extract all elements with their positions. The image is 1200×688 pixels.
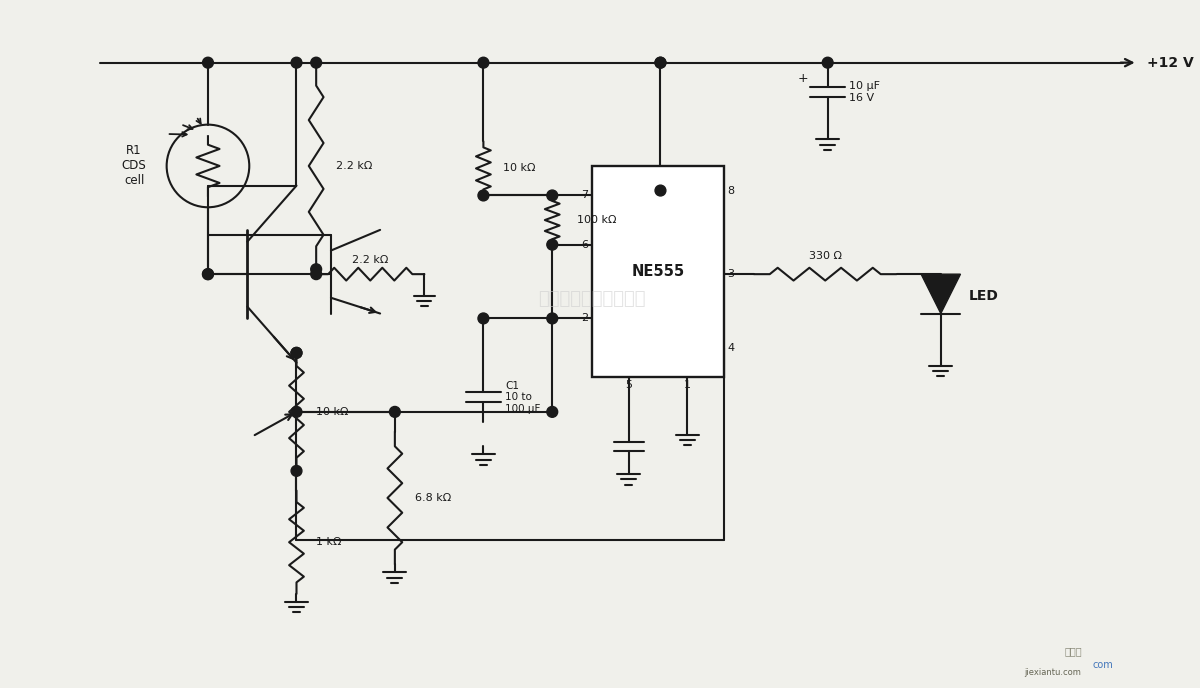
Circle shape <box>292 347 302 358</box>
Text: com: com <box>1093 660 1114 669</box>
Circle shape <box>390 407 401 418</box>
Polygon shape <box>922 274 960 314</box>
Text: 2: 2 <box>582 314 589 323</box>
Circle shape <box>655 57 666 68</box>
Text: 6: 6 <box>582 239 589 250</box>
Text: NE555: NE555 <box>631 264 684 279</box>
Circle shape <box>292 407 302 418</box>
Circle shape <box>547 239 558 250</box>
Text: LED: LED <box>968 289 998 303</box>
Circle shape <box>547 313 558 324</box>
Circle shape <box>311 57 322 68</box>
Circle shape <box>311 264 322 275</box>
Circle shape <box>203 269 214 279</box>
Text: +: + <box>797 72 808 85</box>
Circle shape <box>547 190 558 201</box>
Text: +12 V: +12 V <box>1147 56 1194 69</box>
Text: 330 Ω: 330 Ω <box>809 251 841 261</box>
Circle shape <box>292 466 302 476</box>
Text: jiexiantu.com: jiexiantu.com <box>1025 668 1081 677</box>
Text: 2.2 kΩ: 2.2 kΩ <box>336 161 372 171</box>
Circle shape <box>478 313 488 324</box>
Circle shape <box>547 407 558 418</box>
Circle shape <box>655 185 666 196</box>
Text: 4: 4 <box>727 343 734 353</box>
Circle shape <box>822 57 833 68</box>
Text: R1
CDS
cell: R1 CDS cell <box>122 144 146 187</box>
Circle shape <box>292 57 302 68</box>
Circle shape <box>478 57 488 68</box>
Circle shape <box>203 57 214 68</box>
Text: 3: 3 <box>727 269 734 279</box>
Text: 10 μF
16 V: 10 μF 16 V <box>850 81 881 103</box>
Circle shape <box>655 57 666 68</box>
Text: 1: 1 <box>684 380 691 390</box>
Text: 6.8 kΩ: 6.8 kΩ <box>414 493 451 503</box>
Circle shape <box>311 269 322 279</box>
Bar <box>592 166 725 378</box>
Circle shape <box>478 190 488 201</box>
Text: 接线图: 接线图 <box>1064 646 1082 656</box>
Text: 8: 8 <box>727 186 734 195</box>
Text: 100 kΩ: 100 kΩ <box>577 215 616 225</box>
Text: 7: 7 <box>582 191 589 200</box>
Text: 10 kΩ: 10 kΩ <box>503 164 535 173</box>
Circle shape <box>203 269 214 279</box>
Text: 1 kΩ: 1 kΩ <box>316 537 342 547</box>
Text: 杭州将容科技有限公司: 杭州将容科技有限公司 <box>538 290 646 308</box>
Text: 5: 5 <box>625 380 632 390</box>
Text: 10 kΩ: 10 kΩ <box>316 407 349 417</box>
Text: 2.2 kΩ: 2.2 kΩ <box>352 255 389 266</box>
Circle shape <box>292 347 302 358</box>
Text: C1
10 to
100 μF: C1 10 to 100 μF <box>505 380 540 413</box>
